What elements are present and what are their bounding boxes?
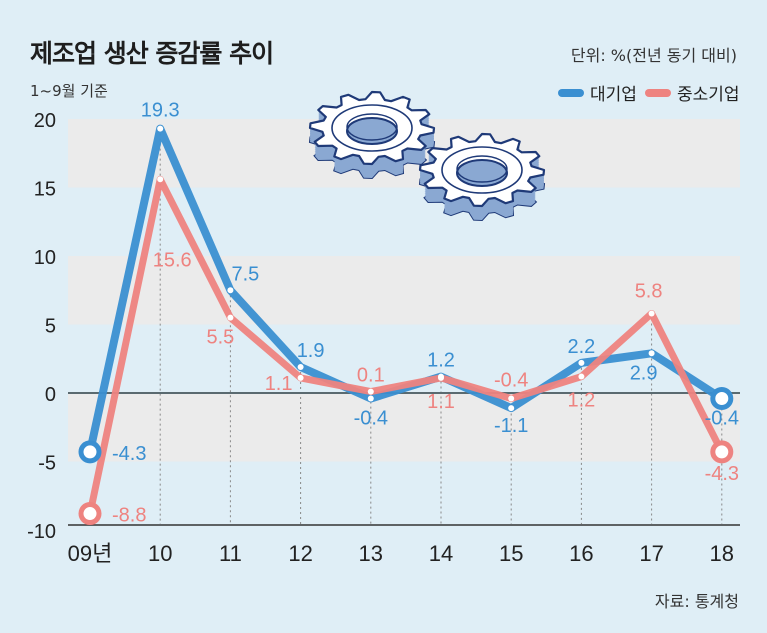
- legend-swatch-small: [645, 88, 671, 97]
- data-point-end: [710, 440, 734, 464]
- legend-item-small: 중소기업: [645, 80, 740, 105]
- source-note: 자료: 통계청: [654, 592, 739, 611]
- data-label-large: 7.5: [231, 263, 259, 285]
- data-point: [367, 395, 374, 402]
- grid-band: [68, 256, 740, 325]
- data-point: [578, 373, 585, 380]
- data-point: [508, 405, 515, 412]
- data-label-large: 2.9: [630, 362, 658, 384]
- data-label-large: 2.2: [567, 336, 595, 358]
- y-tick-label: -10: [27, 521, 56, 543]
- data-label-small: -4.3: [705, 463, 739, 485]
- data-label-small: 1.1: [265, 373, 293, 395]
- x-tick-label: 17: [639, 541, 663, 566]
- x-tick-label: 12: [288, 541, 312, 566]
- data-label-large: -0.4: [354, 407, 388, 429]
- x-tick-label: 10: [148, 541, 172, 566]
- grid-band: [68, 461, 740, 530]
- chart-title: 제조업 생산 증감률 추이: [30, 39, 274, 68]
- data-label-large: -1.1: [494, 415, 528, 437]
- y-tick-label: 0: [45, 384, 56, 406]
- gear-illustration: [308, 90, 546, 222]
- gear-hole: [456, 159, 508, 187]
- data-label-small: 1.2: [567, 390, 595, 412]
- gear-rim: [441, 146, 523, 194]
- data-point-end: [78, 502, 102, 526]
- y-tick-label: 10: [34, 247, 56, 269]
- data-label-small: -8.8: [112, 505, 146, 527]
- grid-band: [68, 393, 740, 462]
- legend-label-small: 중소기업: [677, 85, 740, 105]
- data-label-small: 5.8: [635, 281, 663, 303]
- data-label-large: 19.3: [141, 100, 180, 122]
- y-tick-label: 15: [34, 179, 56, 201]
- data-point: [157, 176, 164, 183]
- data-point: [297, 363, 304, 370]
- data-point-end: [710, 386, 734, 410]
- data-point: [297, 374, 304, 381]
- x-tick-label: 16: [569, 541, 593, 566]
- gear-rim: [331, 104, 413, 152]
- gear-right: [418, 132, 546, 222]
- data-point: [648, 310, 655, 317]
- x-tick-label: 09년: [68, 541, 113, 566]
- gear-hole: [346, 117, 398, 145]
- x-tick-label: 18: [710, 541, 734, 566]
- legend-item-large: 대기업: [558, 80, 637, 105]
- data-point: [367, 388, 374, 395]
- y-tick-label: 5: [45, 316, 56, 338]
- data-label-large: 1.2: [427, 350, 455, 372]
- data-point: [227, 287, 234, 294]
- chart-subtitle: 1~9월 기준: [30, 82, 108, 100]
- x-tick-label: 14: [429, 541, 453, 566]
- gear-hole-rim: [456, 155, 508, 183]
- data-point: [227, 314, 234, 321]
- legend-swatch-large: [558, 88, 584, 97]
- data-label-large: 1.9: [297, 340, 325, 362]
- unit-note: 단위: %(전년 동기 대비): [570, 46, 737, 65]
- data-label-large: -0.4: [705, 407, 739, 429]
- data-label-small: 5.5: [206, 327, 234, 349]
- data-point: [157, 125, 164, 132]
- data-point: [648, 350, 655, 357]
- data-point: [438, 374, 444, 381]
- data-point-end: [78, 440, 102, 464]
- gear-left: [308, 90, 436, 180]
- x-tick-label: 11: [219, 541, 242, 566]
- data-label-small: 0.1: [357, 365, 385, 387]
- data-point: [578, 359, 585, 366]
- x-tick-label: 13: [359, 541, 383, 566]
- data-label-small: 15.6: [153, 249, 192, 271]
- y-tick-label: -5: [38, 453, 56, 475]
- legend-label-large: 대기업: [590, 85, 637, 105]
- data-label-small: 1.1: [427, 391, 455, 413]
- gear-hole-rim: [346, 113, 398, 141]
- x-tick-label: 15: [499, 541, 523, 566]
- y-tick-label: 20: [34, 110, 56, 132]
- data-label-small: -0.4: [494, 369, 528, 391]
- data-point: [508, 395, 515, 402]
- series-line-1: [86, 175, 726, 518]
- data-label-large: -4.3: [112, 443, 146, 465]
